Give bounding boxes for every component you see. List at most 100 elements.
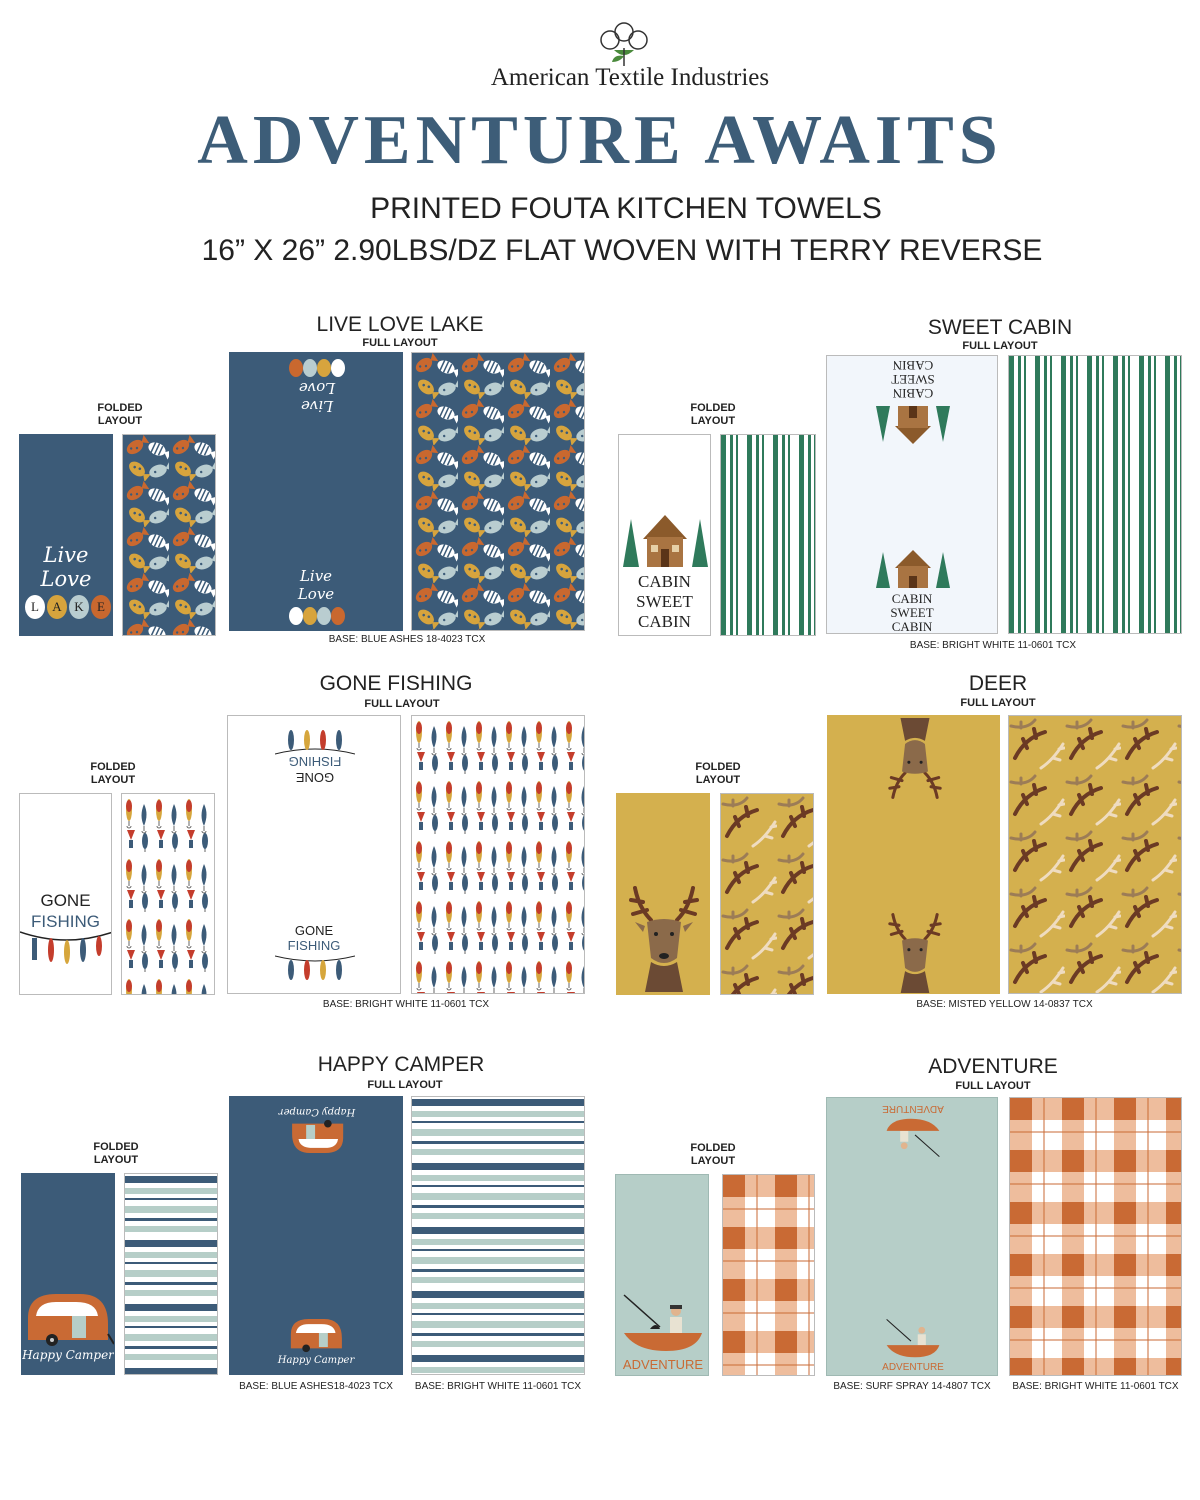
full-layout-label: FULL LAYOUT [364, 698, 440, 710]
folded-label-line2: LAYOUT [97, 415, 143, 427]
camper-art-inverted: Happy Camper [230, 1099, 402, 1161]
canoe-fisherman-icon [877, 1116, 949, 1162]
cabin-text-line1: CABIN [638, 572, 691, 591]
folded-layout-label: FOLDED LAYOUT [63, 761, 163, 787]
cabin-text-line2-inv: SWEET [891, 372, 935, 387]
deer-head-icon [882, 910, 948, 993]
base-color-label: BASE: MISTED YELLOW 14-0837 TCX [916, 999, 1093, 1010]
base-color-label: BASE: BLUE ASHES 18-4023 TCX [328, 634, 486, 645]
towel-deer-folded-front [616, 793, 710, 995]
towel-deer-folded-pattern [720, 793, 814, 995]
towel-camper-folded-pattern [124, 1173, 218, 1375]
folded-label-line1: FOLDED [90, 761, 136, 773]
camper-script-text-bottom: Happy Camper [277, 1355, 355, 1366]
cabin-text-line3: CABIN [638, 612, 691, 631]
lake-script-live-inv: Live [300, 397, 334, 415]
cabin-text-line1-bottom: CABIN [891, 591, 933, 606]
towel-adventure-full-front: ADVENTURE ADVENTURE [826, 1097, 998, 1376]
fishing-text-fishing-bottom: FISHING [287, 938, 341, 953]
towel-camper-full-pattern [411, 1096, 585, 1375]
canoe-fisherman-icon [877, 1314, 949, 1360]
section-title-lake: LIVE LOVE LAKE [316, 313, 484, 336]
folded-label-line1: FOLDED [97, 402, 143, 414]
towel-cabin-folded-pattern [720, 434, 816, 636]
towel-fishing-full-pattern [411, 715, 585, 994]
towel-cabin-folded-front: CABIN SWEET CABIN [618, 434, 711, 636]
folded-layout-label: FOLDED LAYOUT [663, 1142, 763, 1168]
cabin-text-line3-inv: CABIN [892, 358, 934, 373]
adventure-text: ADVENTURE [622, 1357, 704, 1372]
towel-fishing-full-front: GONE FISHING GONE FISHING [227, 715, 401, 994]
camper-icon [22, 1286, 114, 1346]
cabin-text-line2: SWEET [636, 592, 693, 611]
folded-label-line2: LAYOUT [690, 1155, 736, 1167]
fishing-lure-icon [20, 928, 111, 988]
folded-label-line1: FOLDED [690, 1142, 736, 1154]
towel-lake-full-front: Live Love Live Love [229, 352, 403, 631]
fishing-lure-icon [275, 954, 355, 988]
cotton-logo-icon [594, 22, 654, 66]
base-color-label-front: BASE: SURF SPRAY 14-4807 TCX [833, 1381, 991, 1392]
towel-fishing-folded-pattern [121, 793, 215, 995]
folded-label-line2: LAYOUT [93, 1154, 139, 1166]
folded-label-line1: FOLDED [695, 761, 741, 773]
fishing-text-gone: GONE [40, 891, 91, 910]
base-color-label-front: BASE: BLUE ASHES18-4023 TCX [239, 1381, 393, 1392]
towel-cabin-full-pattern [1008, 355, 1182, 634]
folded-layout-label: FOLDED LAYOUT [66, 1141, 166, 1167]
cabin-icon [873, 546, 953, 590]
fishing-text-gone-inv: GONE [295, 770, 335, 785]
towel-lake-folded-pattern [122, 434, 216, 636]
towel-camper-full-front: Happy Camper Happy Camper [229, 1096, 403, 1375]
camper-script-text-inv: Happy Camper [278, 1106, 356, 1117]
lake-script-love: Love [40, 567, 92, 591]
fishing-text-gone-bottom: GONE [294, 923, 334, 938]
full-layout-label: FULL LAYOUT [962, 340, 1038, 352]
base-color-label-reverse: BASE: BRIGHT WHITE 11-0601 TCX [1012, 1381, 1179, 1392]
camper-icon [287, 1313, 347, 1353]
folded-label-line2: LAYOUT [690, 415, 736, 427]
folded-layout-label: FOLDED LAYOUT [663, 402, 763, 428]
deer-head-icon [882, 718, 948, 802]
product-specs: 16” X 26” 2.90LBS/DZ FLAT WOVEN WITH TER… [201, 234, 1043, 267]
full-layout-label: FULL LAYOUT [960, 697, 1036, 709]
fishing-text-fishing: FISHING [31, 912, 100, 931]
folded-label-line2: LAYOUT [695, 774, 741, 786]
brand-name: American Textile Industries [490, 64, 770, 91]
section-title-deer: DEER [968, 672, 1028, 695]
camper-icon [287, 1119, 347, 1159]
fish-icon [24, 595, 112, 625]
lake-script-love-bottom: Love [297, 585, 335, 603]
section-title-adventure: ADVENTURE [928, 1055, 1058, 1078]
folded-label-line1: FOLDED [690, 402, 736, 414]
base-color-label: BASE: BRIGHT WHITE 11-0601 TCX [909, 640, 1077, 651]
adventure-text-bottom: ADVENTURE [882, 1362, 944, 1373]
product-subtitle: PRINTED FOUTA KITCHEN TOWELS [370, 192, 882, 225]
camper-script-text: Happy Camper [22, 1348, 114, 1362]
towel-lake-full-pattern [411, 352, 585, 631]
lake-letter-a: A [52, 599, 62, 614]
towel-deer-full-pattern [1008, 715, 1182, 994]
towel-lake-folded-front: Live Love L A K E [19, 434, 113, 636]
lake-letter-e: E [97, 599, 105, 614]
cabin-text-line3-bottom: CABIN [891, 619, 933, 634]
towel-adventure-folded-front: ADVENTURE [615, 1174, 709, 1376]
cabin-text-line2-bottom: SWEET [890, 605, 934, 620]
adventure-text-inv: ADVENTURE [882, 1103, 944, 1114]
fish-icon [289, 607, 345, 625]
canoe-fisherman-icon [620, 1287, 706, 1355]
lake-art-inverted: Live Love [230, 357, 402, 417]
full-layout-label: FULL LAYOUT [367, 1079, 443, 1091]
base-color-label-reverse: BASE: BRIGHT WHITE 11-0601 TCX [414, 1381, 582, 1392]
base-color-label: BASE: BRIGHT WHITE 11-0601 TCX [322, 999, 490, 1010]
cabin-icon [621, 511, 710, 569]
cabin-icon [873, 404, 953, 448]
towel-cabin-full-front: CABIN SWEET CABIN CABIN SWEET CABIN [826, 355, 998, 634]
full-layout-label: FULL LAYOUT [362, 337, 438, 349]
fish-icon [289, 359, 345, 377]
folded-label-line1: FOLDED [93, 1141, 139, 1153]
lake-script-live-bottom: Live [299, 567, 333, 585]
folded-layout-label: FOLDED LAYOUT [668, 761, 768, 787]
deer-head-icon [621, 882, 707, 992]
towel-camper-folded-front: Happy Camper [21, 1173, 115, 1375]
